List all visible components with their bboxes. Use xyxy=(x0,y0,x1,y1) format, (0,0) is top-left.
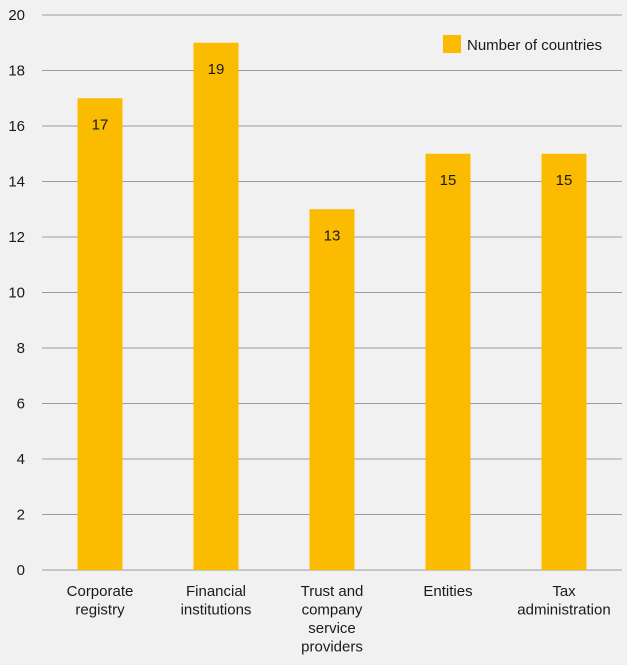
bar xyxy=(193,42,239,570)
data-label: 17 xyxy=(92,116,109,133)
category-label: Tax administration xyxy=(517,583,610,619)
category-label: Financial institutions xyxy=(181,583,252,619)
bar xyxy=(425,153,471,570)
y-tick-label: 2 xyxy=(17,507,25,524)
y-tick-label: 4 xyxy=(17,451,25,468)
y-tick-label: 10 xyxy=(8,285,25,302)
y-tick-label: 6 xyxy=(17,396,25,413)
y-tick-label: 14 xyxy=(8,174,25,191)
data-labels: 17 19 13 15 15 xyxy=(92,61,573,245)
y-tick-label: 0 xyxy=(17,562,25,579)
y-tick-label: 8 xyxy=(17,340,25,357)
category-label: Trust and company service providers xyxy=(301,583,364,656)
y-tick-label: 18 xyxy=(8,63,25,80)
y-tick-label: 16 xyxy=(8,118,25,135)
bar xyxy=(77,98,123,570)
y-axis-tick-labels: 0 2 4 6 8 10 12 14 16 18 20 xyxy=(8,7,25,579)
data-label: 13 xyxy=(324,227,341,244)
bars xyxy=(77,42,587,570)
x-axis-category-labels: Corporate registry Financial institutions Tr… xyxy=(67,583,611,656)
y-tick-label: 20 xyxy=(8,7,25,24)
legend: Number of countries xyxy=(443,35,602,54)
data-label: 15 xyxy=(556,172,573,189)
y-tick-label: 12 xyxy=(8,229,25,246)
legend-swatch xyxy=(443,35,461,53)
bar xyxy=(541,153,587,570)
data-label: 15 xyxy=(440,172,457,189)
category-label: Entities xyxy=(423,583,472,600)
bar xyxy=(309,209,355,570)
legend-label: Number of countries xyxy=(467,37,602,54)
data-label: 19 xyxy=(208,61,225,78)
category-label: Corporate registry xyxy=(67,583,134,619)
